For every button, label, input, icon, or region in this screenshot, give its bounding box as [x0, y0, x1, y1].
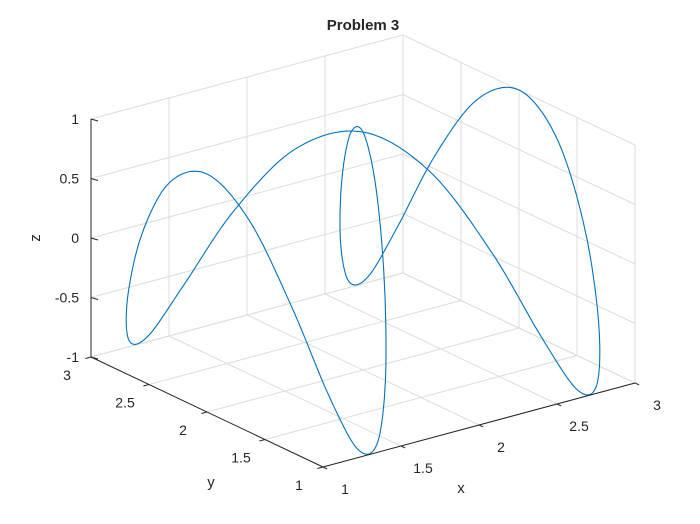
z-tick-label: 1	[71, 111, 79, 127]
x-tick-label: 1.5	[413, 460, 433, 476]
y-tick-label: 2.5	[115, 395, 135, 411]
x-tick-label: 1	[341, 481, 349, 497]
series-line	[125, 86, 601, 455]
y-tick-label: 2	[179, 422, 187, 438]
backwall-gridline-z	[90, 272, 404, 358]
backwall-gridline-z	[90, 153, 404, 239]
y-tick-label: 3	[63, 367, 71, 383]
z-tick	[90, 356, 99, 360]
axis-layer: 1 1.5 2 2.5 3 1 1.5 2 2.5 3 -1 -0.5 0 0.5 1 x y z	[27, 111, 661, 497]
x-tick-label: 3	[653, 397, 661, 413]
y-tick-label: 1	[295, 477, 303, 493]
y-tick	[85, 356, 92, 359]
backwall-gridline-z	[90, 94, 404, 179]
x-tick-label: 2	[497, 439, 505, 455]
chart-title: Problem 3	[327, 17, 400, 34]
z-tick-label: -0.5	[55, 290, 79, 306]
x-tick	[478, 424, 484, 428]
backwall-gridline-z	[90, 34, 404, 120]
z-tick	[90, 178, 99, 181]
backwall-gridline-z	[402, 213, 636, 324]
y-tick-label: 1.5	[231, 450, 251, 466]
floor-gridline-y	[264, 355, 578, 440]
y-axis-label: y	[207, 474, 215, 491]
z-axis-label: z	[27, 234, 44, 242]
backwall-gridline-z	[90, 213, 404, 298]
x-tick-label: 2.5	[569, 418, 589, 434]
backwall-gridline-z	[402, 272, 636, 384]
z-tick	[90, 118, 99, 122]
backwall-gridline-z	[402, 94, 636, 205]
floor-gridline-y	[206, 327, 520, 413]
x-tick	[400, 445, 406, 449]
y-tick	[317, 466, 324, 469]
backwall-gridline-z	[402, 153, 636, 265]
x-tick	[634, 382, 640, 386]
curve-layer	[125, 86, 601, 455]
floor-gridline-y	[148, 300, 462, 385]
grid-layer	[90, 34, 636, 468]
z-tick	[90, 297, 99, 300]
y-tick	[259, 439, 266, 442]
z-tick-label: -1	[67, 349, 80, 365]
z-tick-label: 0	[71, 230, 79, 246]
z-tick	[90, 237, 99, 241]
z-tick-label: 0.5	[60, 171, 80, 187]
y-tick	[201, 411, 208, 414]
x-tick	[322, 466, 328, 470]
x-tick	[556, 403, 562, 407]
x-axis-label: x	[457, 480, 465, 497]
y-tick	[143, 384, 150, 387]
